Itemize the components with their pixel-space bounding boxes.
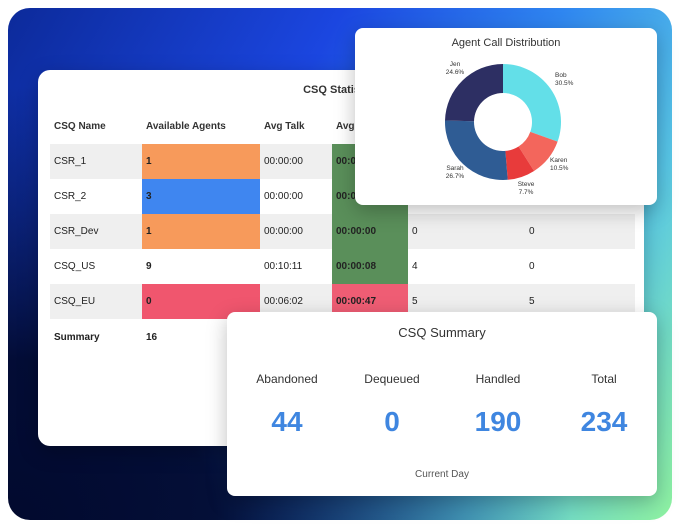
cell-col5: 0 bbox=[408, 214, 525, 249]
summary-dequeued: Dequeued 0 bbox=[342, 372, 442, 438]
pie-label-name: Karen bbox=[550, 157, 568, 164]
summary-abandoned-value: 44 bbox=[271, 406, 303, 437]
cell-csq-name: CSR_Dev bbox=[50, 214, 142, 249]
cell-available-agents: 1 bbox=[142, 144, 260, 179]
cell-available-agents: 3 bbox=[142, 179, 260, 214]
summary-handled: Handled 190 bbox=[448, 372, 548, 438]
cell-csq-name: CSQ_EU bbox=[50, 284, 142, 319]
cell-col5: 4 bbox=[412, 261, 418, 272]
summary-dequeued-label: Dequeued bbox=[364, 372, 420, 386]
table-row[interactable]: CSR_Dev 1 00:00:00 00:00:00 0 0 bbox=[50, 214, 635, 249]
cell-avg-talk: 00:00:00 bbox=[264, 191, 303, 202]
pie-slice-steve[interactable] bbox=[505, 146, 535, 180]
summary-total-value: 234 bbox=[580, 406, 628, 437]
csq-summary-title: CSQ Summary bbox=[398, 325, 486, 340]
cell-csq-name: CSR_1 bbox=[50, 144, 142, 179]
pie-label-percent: 26.7% bbox=[446, 173, 465, 180]
summary-abandoned: Abandoned 44 bbox=[237, 372, 337, 438]
pie-label-name: Steve bbox=[518, 181, 535, 188]
summary-row-label: Summary bbox=[50, 319, 142, 355]
cell-avg: 00:00:00 bbox=[332, 214, 408, 249]
cell-avg-talk: 00:00:00 bbox=[260, 214, 332, 249]
pie-label-name: Bob bbox=[555, 72, 567, 79]
cell-col6: 0 bbox=[525, 214, 635, 249]
table-row[interactable]: CSQ_US 9 00:10:11 00:00:08 4 0 bbox=[50, 249, 635, 284]
pie-label-name: Jen bbox=[450, 61, 461, 68]
pie-label-name: Sarah bbox=[446, 165, 464, 172]
col-header-avg-talk[interactable]: Avg Talk bbox=[264, 120, 305, 132]
summary-handled-value: 190 bbox=[474, 406, 522, 437]
pie-label-percent: 7.7% bbox=[519, 189, 534, 196]
cell-col6: 0 bbox=[529, 261, 535, 272]
pie-slice-sarah[interactable] bbox=[445, 120, 508, 180]
summary-total-label: Total bbox=[591, 372, 617, 386]
summary-period-label: Current Day bbox=[415, 469, 469, 480]
pie-slice-bob[interactable] bbox=[503, 64, 561, 142]
cell-csq-name: CSR_2 bbox=[54, 191, 87, 202]
cell-csq-name: CSQ_US bbox=[54, 261, 96, 272]
csq-summary-card: CSQ Summary Abandoned 44 Dequeued 0 Hand… bbox=[227, 312, 657, 496]
summary-handled-label: Handled bbox=[475, 372, 521, 386]
pie-slice-karen[interactable] bbox=[518, 131, 558, 171]
pie-label-percent: 24.6% bbox=[446, 69, 465, 76]
col-header-csq-name[interactable]: CSQ Name bbox=[54, 120, 106, 132]
cell-avg-talk: 00:10:11 bbox=[264, 261, 303, 272]
col-header-available-agents[interactable]: Available Agents bbox=[146, 120, 226, 132]
cell-avg: 00:00:08 bbox=[332, 249, 408, 284]
table-header-row: CSQ Name Available Agents Avg Talk Avg bbox=[50, 108, 635, 144]
pie-label-percent: 30.5% bbox=[555, 80, 574, 87]
pie-slice-jen[interactable] bbox=[445, 64, 503, 122]
summary-abandoned-label: Abandoned bbox=[256, 372, 318, 386]
cell-available-agents: 9 bbox=[146, 261, 152, 272]
pie-chart-title: Agent Call Distribution bbox=[451, 37, 561, 49]
summary-dequeued-value: 0 bbox=[384, 406, 400, 437]
agent-call-distribution-card: Agent Call Distribution Bob 30.5% Karen 10.… bbox=[355, 28, 657, 205]
col-header-avg[interactable]: Avg bbox=[336, 120, 355, 132]
summary-total: Total 234 bbox=[554, 372, 654, 438]
pie-label-percent: 10.5% bbox=[550, 165, 569, 172]
cell-available-agents: 1 bbox=[142, 214, 260, 249]
cell-avg-talk: 00:00:00 bbox=[260, 144, 332, 179]
